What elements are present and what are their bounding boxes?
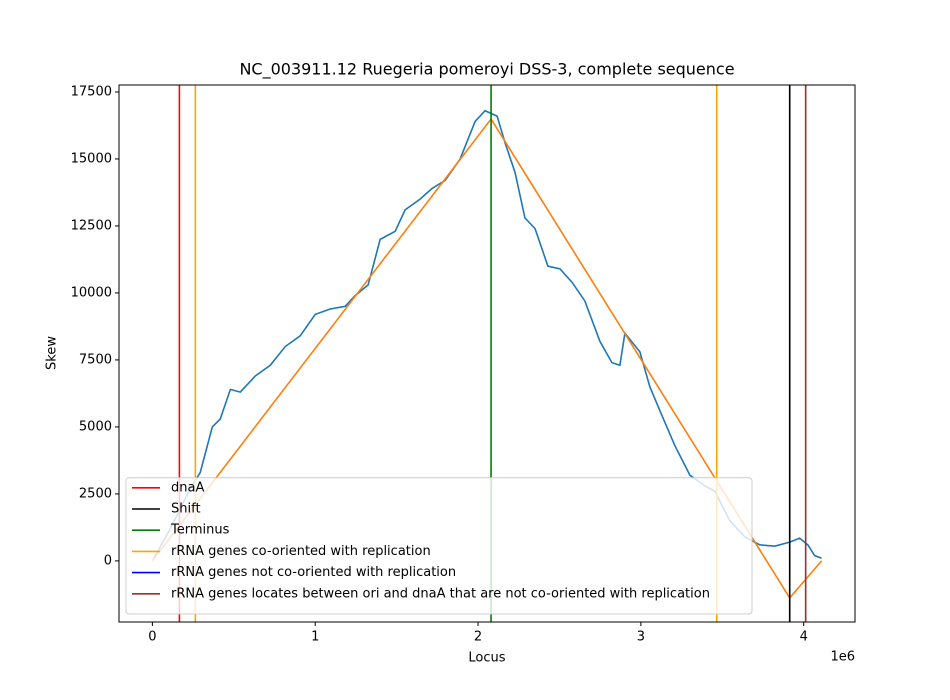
legend-label: rRNA genes co-oriented with replication bbox=[171, 544, 431, 559]
plot-frame bbox=[118, 84, 856, 623]
legend-label: dnaA bbox=[171, 480, 204, 495]
y-tick-label: 15000 bbox=[71, 151, 112, 166]
x-tick-label: 4 bbox=[800, 630, 808, 645]
y-axis-label: Skew bbox=[45, 336, 60, 370]
y-tick-label: 17500 bbox=[71, 84, 112, 99]
legend-label: rRNA genes locates between ori and dnaA … bbox=[171, 586, 710, 601]
y-tick-label: 0 bbox=[104, 553, 112, 568]
legend-box bbox=[125, 477, 753, 615]
x-offset-label: 1e6 bbox=[830, 650, 855, 665]
y-tick-label: 7500 bbox=[79, 352, 112, 367]
x-tick-label: 3 bbox=[637, 630, 645, 645]
x-tick-label: 2 bbox=[474, 630, 482, 645]
chart-title: NC_003911.12 Ruegeria pomeroyi DSS-3, co… bbox=[239, 60, 734, 80]
y-tick-label: 5000 bbox=[79, 419, 112, 434]
legend-label: Shift bbox=[171, 502, 201, 517]
legend-label: rRNA genes not co-oriented with replicat… bbox=[171, 565, 456, 580]
x-tick-label: 1 bbox=[311, 630, 319, 645]
x-tick-label: 0 bbox=[148, 630, 156, 645]
y-tick-label: 10000 bbox=[71, 285, 112, 300]
x-axis-label: Locus bbox=[468, 651, 505, 666]
y-tick-label: 12500 bbox=[71, 218, 112, 233]
legend-label: Terminus bbox=[170, 523, 230, 538]
y-tick-label: 2500 bbox=[79, 486, 112, 501]
